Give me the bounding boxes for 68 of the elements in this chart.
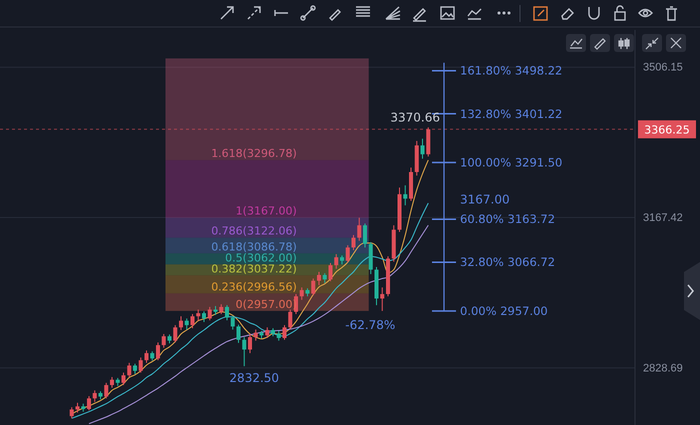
candlestick <box>236 324 241 344</box>
candlestick <box>86 396 91 411</box>
candlestick <box>282 324 287 340</box>
candlestick <box>127 362 132 378</box>
candlestick <box>248 334 252 354</box>
candlestick <box>178 316 184 331</box>
candlestick <box>121 372 126 386</box>
candlestick <box>316 271 322 286</box>
annotation: 3370.66 <box>390 110 440 124</box>
candlestick <box>202 310 206 323</box>
y-tick-label: 2828.69 <box>643 362 683 374</box>
candlestick <box>162 334 166 348</box>
candlestick <box>380 286 384 312</box>
ref-line-label: 60.80% 3163.72 <box>460 212 556 226</box>
candlestick <box>190 314 195 329</box>
band-label: 0.618(3086.78) <box>211 240 297 254</box>
candlestick <box>351 234 356 251</box>
candlestick <box>276 330 281 342</box>
candlestick <box>288 309 292 330</box>
candlestick <box>70 406 74 419</box>
candlestick <box>322 272 327 284</box>
y-tick-label: 3167.42 <box>643 212 683 224</box>
candlestick <box>132 363 138 374</box>
candlestick <box>403 184 408 206</box>
band-label: 0.786(3122.06) <box>211 224 297 238</box>
band-label: 0.382(3037.22) <box>211 262 297 276</box>
candlestick <box>196 309 200 322</box>
candlestick <box>144 350 149 364</box>
y-tick-label: 3506.15 <box>643 62 683 74</box>
candlestick <box>328 262 333 282</box>
line-series <box>71 202 429 419</box>
ref-line-label: 100.00% 3291.50 <box>460 155 562 170</box>
text: 3167.00 <box>460 192 510 207</box>
band-label: 0.5(3062.00) <box>225 251 297 264</box>
candlestick <box>346 244 350 264</box>
candlestick <box>242 336 246 367</box>
ref-line-label: 161.80% 3498.22 <box>460 64 562 78</box>
candlestick <box>138 357 143 374</box>
candlestick <box>300 286 304 300</box>
candlestick <box>311 278 316 296</box>
band-label: 1.618(3296.78) <box>211 147 297 160</box>
candlestick <box>357 217 362 242</box>
candlestick <box>156 342 160 361</box>
annotation: -62.78% <box>345 318 396 332</box>
candlestick <box>92 390 97 402</box>
ref-line-label: 132.80% 3401.22 <box>460 106 562 121</box>
candlestick <box>150 350 154 362</box>
candlestick <box>208 306 212 321</box>
candlestick <box>173 324 178 343</box>
band-label: 0.236(2996.56) <box>211 280 297 294</box>
candlestick <box>230 315 235 330</box>
candlestick <box>219 304 224 315</box>
annotation: 2832.50 <box>229 371 280 386</box>
candlestick <box>184 318 189 330</box>
candlestick <box>110 376 114 388</box>
ref-line-label: 32.80% 3066.72 <box>460 255 556 270</box>
candlestick <box>420 138 425 160</box>
candlestick <box>254 329 258 342</box>
candlestick <box>224 304 230 321</box>
candlestick <box>265 326 270 339</box>
ref-line-label: 3366.25 <box>644 123 690 136</box>
line-series <box>88 224 429 424</box>
candlestick <box>104 382 108 399</box>
ref-line-label: 0.00% 2957.00 <box>460 304 548 318</box>
candlestick <box>362 223 368 248</box>
band-label: 1(3167.00) <box>236 204 297 218</box>
candlestick <box>75 402 80 414</box>
candlestick <box>334 254 338 270</box>
